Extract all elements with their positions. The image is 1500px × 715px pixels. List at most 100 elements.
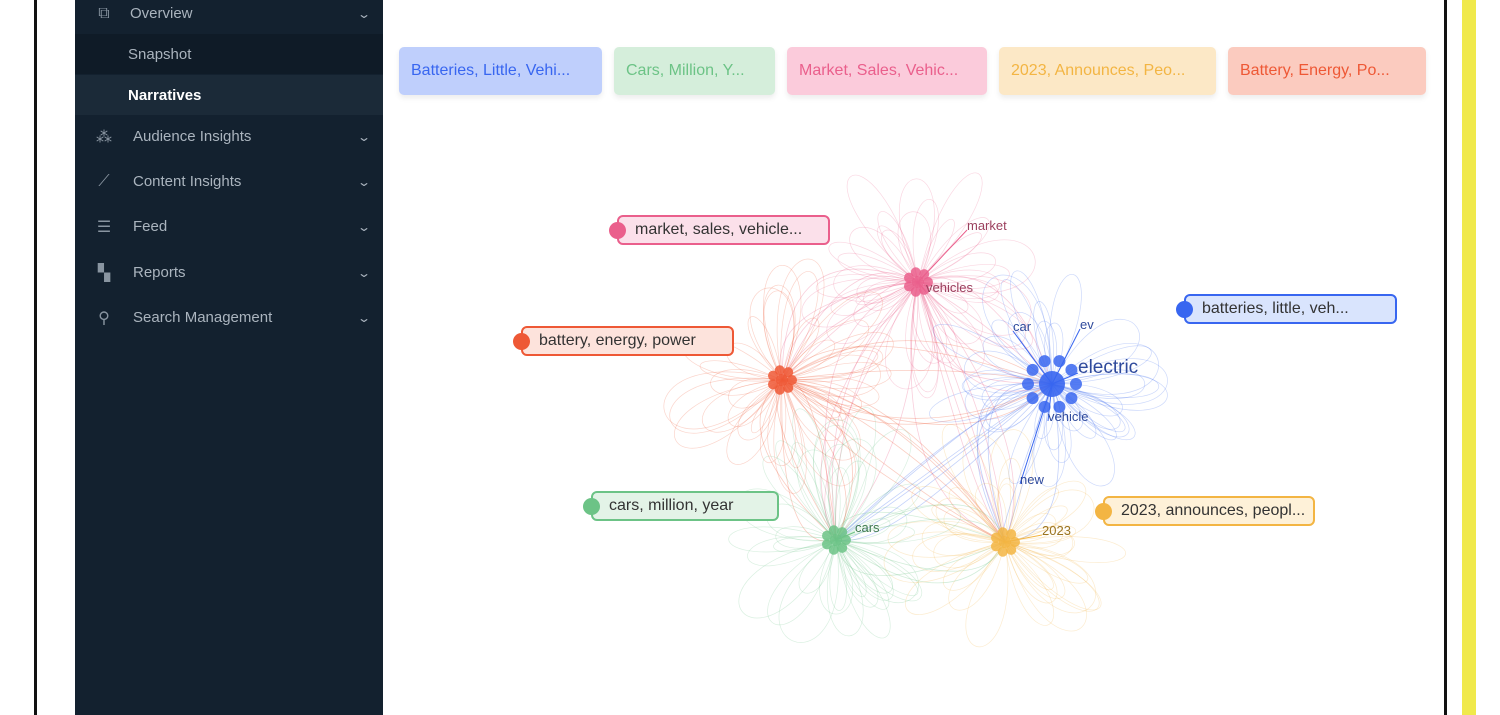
graph-edge-loop	[835, 539, 919, 603]
narrative-chip[interactable]: Batteries, Little, Vehi...	[399, 47, 602, 95]
sidebar-item-content-insights[interactable]: ⟋ Content Insights ⌄	[75, 159, 383, 204]
graph-edge-loop	[796, 449, 841, 541]
chart-icon: ⟋	[98, 172, 110, 190]
sidebar-subitem-snapshot[interactable]: Snapshot	[75, 34, 383, 74]
graph-edge-loop	[726, 379, 783, 465]
graph-edge	[917, 281, 1006, 543]
graph-edge-loop	[917, 281, 983, 345]
graph-edge-loop	[905, 281, 936, 371]
graph-node[interactable]	[774, 384, 785, 395]
graph-edge-loop	[780, 271, 819, 381]
graph-edge-loop	[912, 534, 1006, 572]
graph-node[interactable]	[903, 281, 914, 292]
graph-node[interactable]	[767, 379, 778, 390]
graph-edge-loop	[767, 379, 797, 466]
graph-edge	[835, 281, 919, 541]
narrative-chip[interactable]: Market, Sales, Vehic...	[787, 47, 987, 95]
graph-edge-loop	[1004, 536, 1126, 563]
graph-edge-loop	[997, 458, 1022, 543]
graph-node[interactable]	[923, 277, 933, 287]
graph-edge	[781, 272, 919, 381]
graph-node[interactable]	[903, 272, 914, 283]
graph-edge	[781, 379, 837, 542]
graph-node[interactable]	[774, 365, 785, 376]
narrative-chip[interactable]: 2023, Announces, Peo...	[999, 47, 1216, 95]
graph-node[interactable]	[821, 539, 832, 550]
graph-edge-loop	[1004, 487, 1059, 543]
graph-node[interactable]	[997, 546, 1008, 557]
sidebar-subitem-narratives[interactable]: Narratives	[75, 75, 383, 115]
graph-node[interactable]	[1065, 392, 1078, 405]
graph-node[interactable]	[767, 370, 778, 381]
graph-edge-loop	[917, 264, 1010, 289]
graph-node[interactable]	[1006, 529, 1017, 540]
graph-node[interactable]	[837, 527, 848, 538]
cluster-label[interactable]: battery, energy, power	[513, 326, 734, 356]
graph-node[interactable]	[821, 530, 832, 541]
cluster-label[interactable]: cars, million, year	[583, 491, 779, 521]
graph-edge-loop	[1000, 279, 1053, 385]
graph-edge-loop	[948, 487, 1006, 543]
graph-edge-loop	[826, 281, 919, 344]
graph-edge-loop	[813, 425, 860, 541]
cluster-label[interactable]: market, sales, vehicle...	[609, 215, 830, 245]
graph-node-center[interactable]	[776, 374, 788, 386]
graph-edge	[781, 277, 919, 381]
graph-edge	[910, 281, 1006, 543]
graph-node[interactable]	[990, 541, 1001, 552]
graph-edge-loop	[835, 460, 867, 541]
graph-node[interactable]	[990, 532, 1001, 543]
graph-node[interactable]	[841, 535, 851, 545]
graph-node[interactable]	[783, 382, 794, 393]
sidebar-item-audience-insights[interactable]: ⁂ Audience Insights ⌄	[75, 114, 383, 159]
graph-edge-loop	[776, 258, 825, 381]
graph-edge	[781, 379, 1006, 543]
graph-edge	[835, 518, 1006, 543]
graph-node[interactable]	[837, 542, 848, 553]
graph-node[interactable]	[1006, 544, 1017, 555]
graph-node[interactable]	[1022, 378, 1034, 390]
graph-edge-loop	[917, 172, 983, 283]
sidebar-item-feed[interactable]: ☰ Feed ⌄	[75, 204, 383, 249]
graph-edge-loop	[819, 444, 860, 541]
graph-node[interactable]	[1038, 355, 1051, 368]
graph-node[interactable]	[1053, 400, 1066, 413]
graph-node[interactable]	[783, 367, 794, 378]
graph-node[interactable]	[828, 544, 839, 555]
graph-node[interactable]	[997, 527, 1008, 538]
graph-edge-loop	[1004, 541, 1102, 611]
graph-edge	[835, 383, 1053, 541]
sidebar-item-search-management[interactable]: ⚲ Search Management ⌄	[75, 295, 383, 340]
graph-node[interactable]	[1026, 363, 1039, 376]
cluster-dot-icon	[583, 498, 600, 515]
narrative-chip[interactable]: Battery, Energy, Po...	[1228, 47, 1426, 95]
sidebar-item-reports[interactable]: ▚ Reports ⌄	[75, 250, 383, 295]
chevron-down-icon: ⌄	[356, 6, 372, 21]
cluster-label[interactable]: 2023, announces, peopl...	[1095, 496, 1315, 526]
sidebar-item-overview[interactable]: ⧉ Overview ⌄	[75, 0, 383, 36]
chevron-down-icon: ⌄	[356, 174, 372, 189]
narratives-panel	[383, 0, 1447, 715]
graph-edge-loop	[1051, 373, 1160, 398]
graph-edge-loop	[781, 346, 883, 383]
graph-node[interactable]	[1070, 378, 1082, 390]
graph-node[interactable]	[1026, 392, 1039, 405]
graph-node[interactable]	[919, 269, 930, 280]
graph-edge-loop	[849, 226, 919, 283]
word-label: new	[1020, 472, 1044, 487]
graph-edge-loop	[747, 536, 837, 567]
graph-node[interactable]	[828, 525, 839, 536]
graph-edge	[781, 379, 853, 541]
cluster-label-text: market, sales, vehicle...	[635, 221, 803, 238]
narrative-chip[interactable]: Cars, Million, Y...	[614, 47, 775, 95]
graph-edge	[781, 369, 1053, 385]
cluster-label[interactable]: batteries, little, veh...	[1176, 294, 1397, 324]
graph-edge-loop	[1051, 383, 1121, 430]
word-link	[1051, 372, 1079, 385]
graph-node[interactable]	[787, 375, 797, 385]
graph-node[interactable]	[910, 267, 921, 278]
search-icon: ⚲	[98, 309, 110, 327]
graph-node[interactable]	[1065, 363, 1078, 376]
graph-node[interactable]	[910, 286, 921, 297]
word-link	[917, 281, 927, 293]
